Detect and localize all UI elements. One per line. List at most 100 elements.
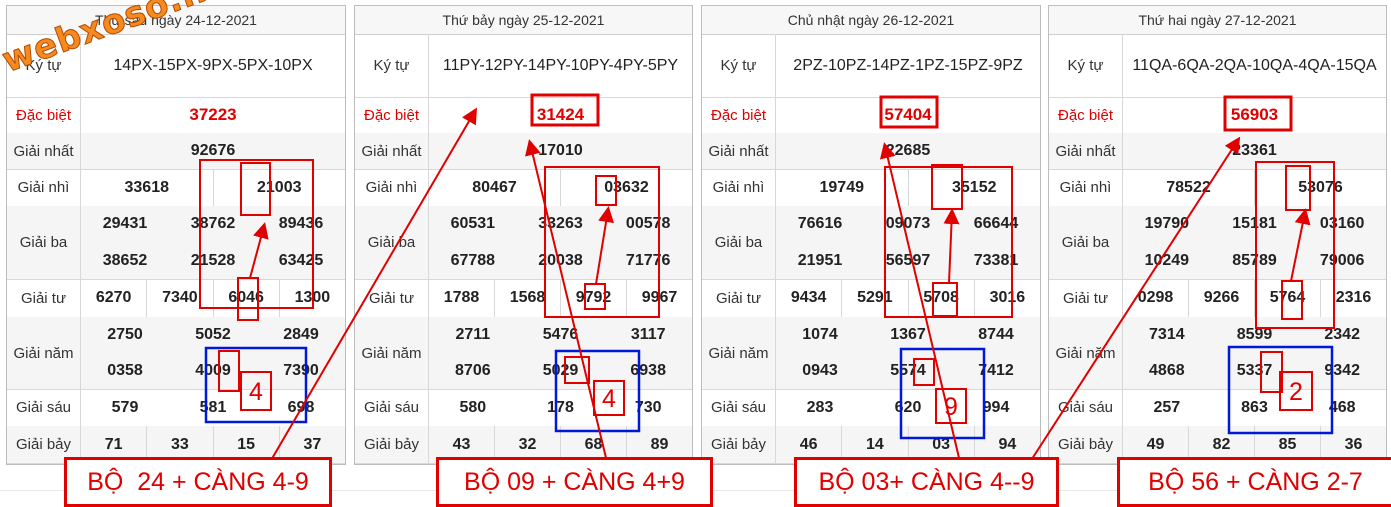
row-g4: Giải tư 1788 1568 9792 9967 xyxy=(355,279,692,318)
line-db: 57404 xyxy=(776,97,1040,133)
prediction-banner: BỘ 24 + CÀNG 4-9 xyxy=(64,457,332,507)
prediction-banner: BỘ 09 + CÀNG 4+9 xyxy=(436,457,713,507)
label-g1: Giải nhất xyxy=(702,133,776,169)
third-prize: 76616 xyxy=(797,215,843,233)
row-g2: Giải nhì 33618 21003 xyxy=(7,169,345,207)
label-g6: Giải sáu xyxy=(1049,389,1123,426)
cells-g2: 80467 03632 xyxy=(429,169,692,206)
cells-kytu: 2PZ-10PZ-14PZ-1PZ-15PZ-9PZ xyxy=(776,34,1040,97)
third-prize: 67788 xyxy=(450,251,496,269)
seventh-prize: 36 xyxy=(1320,426,1386,463)
second-prize: 80467 xyxy=(472,178,517,196)
fourth-prize: 1788 xyxy=(443,289,480,306)
cells-kytu: 14PX-15PX-9PX-5PX-10PX xyxy=(81,34,345,97)
line-g7: 46 14 03 94 xyxy=(776,426,1040,463)
line-g5: 4868 5337 9342 xyxy=(1123,353,1386,389)
sixth-prize: 698 xyxy=(287,398,315,416)
fifth-prize: 4868 xyxy=(1149,362,1185,379)
cells-g6: 579 581 698 xyxy=(81,389,345,426)
label-g2: Giải nhì xyxy=(1049,169,1123,206)
fourth-prize: 5291 xyxy=(841,279,907,317)
line-g5: 0358 4009 7390 xyxy=(81,353,345,389)
line-kytu: 11QA-6QA-2QA-10QA-4QA-15QA xyxy=(1123,34,1386,97)
third-prize: 21528 xyxy=(190,251,236,269)
row-g2: Giải nhì 78522 53076 xyxy=(1049,169,1386,207)
third-prize: 38652 xyxy=(102,251,148,269)
line-g5: 1074 1367 8744 xyxy=(776,317,1040,353)
cells-g5: 1074 1367 8744 0943 5574 7412 xyxy=(776,317,1040,389)
second-prize: 03632 xyxy=(560,169,692,206)
line-g2: 19749 35152 xyxy=(776,169,1040,206)
row-db: Đặc biệt 31424 xyxy=(355,97,692,134)
fourth-prize: 7340 xyxy=(146,279,212,317)
fifth-prize: 5574 xyxy=(890,362,926,379)
label-g4: Giải tư xyxy=(702,279,776,317)
fourth-prize: 0298 xyxy=(1137,289,1174,306)
row-g5: Giải năm 1074 1367 8744 0943 5574 7412 xyxy=(702,317,1040,390)
fifth-prize: 2750 xyxy=(107,326,143,343)
label-kytu: Ký tự xyxy=(355,34,429,97)
line-g2: 80467 03632 xyxy=(429,169,692,206)
second-prize: 33618 xyxy=(124,178,170,196)
fifth-prize: 7412 xyxy=(978,362,1014,379)
row-kytu: Ký tự 2PZ-10PZ-14PZ-1PZ-15PZ-9PZ xyxy=(702,34,1040,98)
cells-g6: 283 620 994 xyxy=(776,389,1040,426)
fifth-prize: 8599 xyxy=(1236,326,1273,343)
cells-g3: 60531 33263 00578 67788 20038 71776 xyxy=(429,206,692,279)
cells-g4: 1788 1568 9792 9967 xyxy=(429,279,692,317)
line-g1: 22685 xyxy=(776,133,1040,169)
label-g6: Giải sáu xyxy=(355,389,429,426)
line-kytu: 14PX-15PX-9PX-5PX-10PX xyxy=(81,34,345,97)
seventh-prize: 71 xyxy=(104,435,123,453)
result-panel: Thứ hai ngày 27-12-2021 Ký tự 11QA-6QA-2QA… xyxy=(1048,5,1387,465)
line-g1: 17010 xyxy=(429,133,692,169)
row-g5: Giải năm 7314 8599 2342 4868 5337 9342 xyxy=(1049,317,1386,390)
row-g3: Giải ba 60531 33263 00578 67788 20038 71776 xyxy=(355,206,692,280)
third-prize: 71776 xyxy=(625,251,671,269)
row-kytu: Ký tự 11QA-6QA-2QA-10QA-4QA-15QA xyxy=(1049,34,1386,98)
seventh-prize: 14 xyxy=(841,426,907,463)
line-g5: 7314 8599 2342 xyxy=(1123,317,1386,353)
line-kytu: 2PZ-10PZ-14PZ-1PZ-15PZ-9PZ xyxy=(776,34,1040,97)
label-g1: Giải nhất xyxy=(1049,133,1123,169)
seventh-prize: 85 xyxy=(1254,426,1320,463)
fourth-prize: 5764 xyxy=(1254,279,1320,317)
row-g5: Giải năm 2750 5052 2849 0358 4009 7390 xyxy=(7,317,345,390)
row-g2: Giải nhì 19749 35152 xyxy=(702,169,1040,207)
row-g1: Giải nhất 22685 xyxy=(702,133,1040,170)
line-g4: 1788 1568 9792 9967 xyxy=(429,279,692,317)
fifth-prize: 0358 xyxy=(107,362,143,379)
second-prize: 19749 xyxy=(819,178,865,196)
label-g4: Giải tư xyxy=(355,279,429,317)
second-prize: 78522 xyxy=(1166,178,1211,196)
line-g1: 92676 xyxy=(81,133,345,169)
label-db: Đặc biệt xyxy=(1049,97,1123,133)
third-prize: 19790 xyxy=(1144,215,1190,233)
label-g3: Giải ba xyxy=(702,206,776,279)
fifth-prize: 4009 xyxy=(195,362,231,379)
cells-g1: 92676 xyxy=(81,133,345,169)
label-g6: Giải sáu xyxy=(7,389,81,426)
sixth-prize: 178 xyxy=(547,398,574,416)
row-g6: Giải sáu 579 581 698 xyxy=(7,389,345,427)
fifth-prize: 1367 xyxy=(890,326,926,343)
first-prize: 92676 xyxy=(190,142,236,159)
line-kytu: 11PY-12PY-14PY-10PY-4PY-5PY xyxy=(429,34,692,97)
sixth-prize: 730 xyxy=(634,398,662,416)
cells-g4: 0298 9266 5764 2316 xyxy=(1123,279,1386,317)
row-g6: Giải sáu 257 863 468 xyxy=(1049,389,1386,427)
line-g3: 21951 56597 73381 xyxy=(776,243,1040,280)
line-g6: 580 178 730 xyxy=(429,389,692,426)
label-kytu: Ký tự xyxy=(1049,34,1123,97)
fifth-prize: 1074 xyxy=(802,326,838,343)
line-g4: 9434 5291 5708 3016 xyxy=(776,279,1040,317)
third-prize: 00578 xyxy=(625,215,671,233)
second-prize: 53076 xyxy=(1254,169,1386,206)
third-prize: 03160 xyxy=(1319,215,1365,233)
line-db: 37223 xyxy=(81,97,345,133)
line-g2: 33618 21003 xyxy=(81,169,345,206)
fourth-prize: 9266 xyxy=(1188,279,1254,317)
fifth-prize: 6938 xyxy=(630,362,666,379)
fifth-prize: 9342 xyxy=(1324,362,1360,379)
line-g3: 60531 33263 00578 xyxy=(429,206,692,243)
